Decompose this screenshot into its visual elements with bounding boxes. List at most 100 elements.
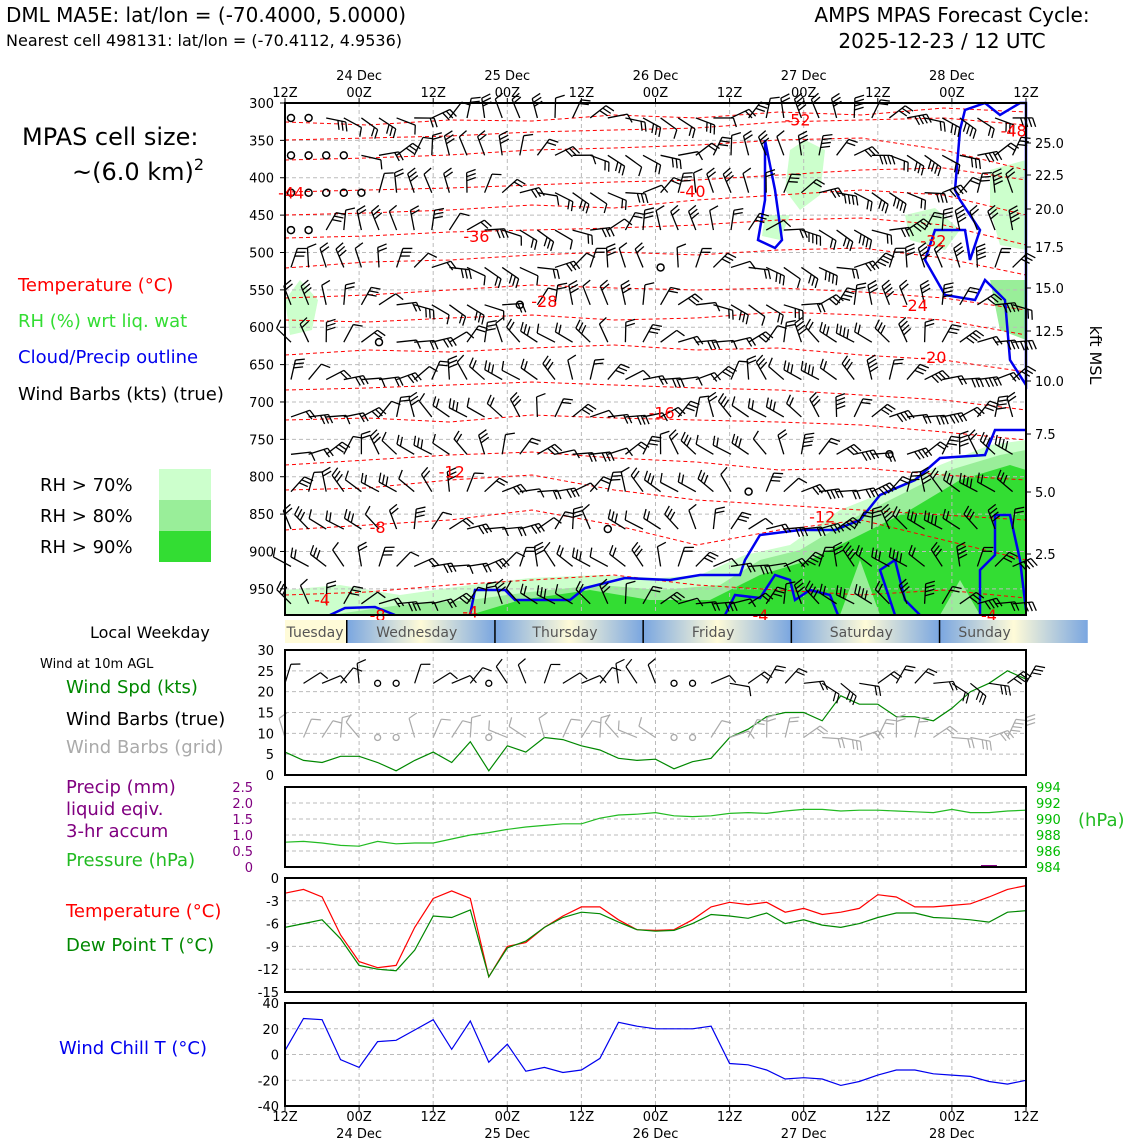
barb-flag [432,136,442,140]
barb-flag [482,563,488,573]
barb-staff [618,248,627,268]
barb-flag [556,544,561,555]
barb-staff [381,440,398,455]
barb-flag [748,730,755,739]
barb-flag [483,219,492,227]
barb-staff [618,729,638,739]
barb-flag [759,361,768,370]
barb-flag [887,155,892,165]
barb-flag [708,145,717,152]
barb-flag [567,354,577,361]
barb-flag [450,337,457,346]
barb-flag [978,693,984,703]
bottom-time-label: 12Z [569,1110,595,1125]
barb-flag [804,436,814,440]
barb-staff [607,447,628,455]
barb-flag [706,167,715,175]
barb-flag [415,302,422,312]
barb-flag [778,432,788,440]
pressure-tick-label: 990 [1036,813,1061,828]
barb-flag [535,549,545,556]
barb-staff [747,671,765,684]
barb-flag [930,541,938,551]
barb-flag [631,541,639,551]
weekday-label: Friday [692,625,734,641]
barb-flag [945,511,950,521]
barb-flag [299,511,306,521]
barb-staff [572,482,591,493]
barb-staff [625,666,638,684]
barb-staff [413,252,429,268]
barb-flag [1015,718,1026,722]
barb-flag [778,274,782,284]
bottom-time-label: 00Z [643,1110,669,1125]
barb-flag [599,317,607,325]
y-tick-label: 1.0 [232,829,253,844]
barb-flag [390,507,399,515]
calm-circle [656,263,665,272]
barb-flag [797,324,806,332]
barb-flag [570,287,579,294]
barb-flag [562,514,573,518]
barb-flag [976,251,986,257]
barb-flag [737,518,747,523]
barb-flag [668,290,678,294]
barb-flag [520,321,524,332]
barb-flag [958,553,968,560]
windchill-label: Wind Chill T (°C) [59,1038,207,1059]
barb-flag [889,482,897,491]
barb-flag [311,718,321,721]
bottom-time-label: 12Z [272,1110,298,1125]
barb-flag [367,293,377,297]
barb-flag [865,489,872,499]
barb-flag [942,370,950,378]
barb-flag [829,238,834,248]
barb-flag [611,475,622,477]
barb-staff [543,549,556,567]
barb-flag [990,295,999,303]
barb-flag [711,142,720,150]
y-tick-label: 0.5 [232,845,253,860]
barb-flag [623,414,629,424]
barb-flag [462,720,472,724]
barb-flag [570,488,576,498]
barb-flag [615,658,625,665]
barb-flag [761,316,766,326]
barb-flag [299,317,308,325]
barb-staff [742,173,750,193]
rh90-label: RH > 90% [40,537,133,558]
barb-staff [970,682,987,697]
barb-staff [364,513,380,530]
barb-flag [372,208,381,216]
barb-flag [554,322,559,333]
barb-flag [495,316,504,324]
barb-flag [618,163,622,174]
barb-flag [847,194,851,205]
barb-staff [554,229,573,241]
barb-flag [357,541,367,548]
barb-flag [866,354,876,361]
barb-flag [444,130,453,137]
barb-staff [361,154,382,161]
barb-flag [821,141,831,145]
top-date-label: 25 Dec [484,69,530,84]
barb-flag [466,331,475,339]
barb-flag [878,199,883,209]
barb-staff [859,682,880,688]
barb-flag [450,562,457,572]
barb-flag [905,251,916,257]
barb-flag [606,247,616,253]
barb-flag [640,121,643,131]
barb-flag [446,314,450,325]
barb-flag [846,361,853,371]
barb-flag [423,167,432,175]
barb-flag [874,319,880,329]
barb-flag [765,517,774,525]
barb-staff [567,359,574,380]
cell-size-base: ~(6.0 km) [72,158,194,186]
barb-staff [343,436,354,455]
barb-flag [589,547,593,558]
barb-flag [496,480,505,487]
barb-flag [354,242,364,249]
